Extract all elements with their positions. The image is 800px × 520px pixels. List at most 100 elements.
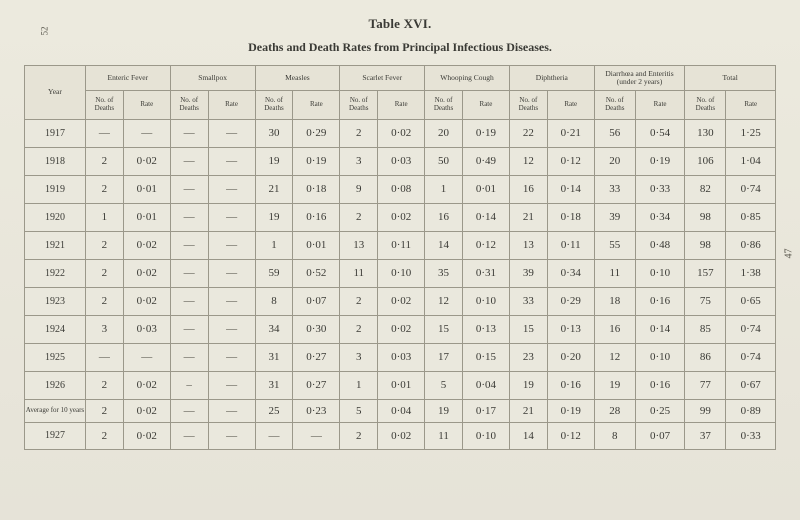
data-cell: 0·07 [293,288,340,316]
data-cell: 5 [425,372,463,400]
disease-table: Year Enteric Fever Smallpox Measles Scar… [24,65,776,450]
data-cell: 0·03 [123,316,170,344]
data-cell: 5 [340,400,378,423]
data-cell: 16 [594,316,635,344]
data-cell: 1·25 [726,120,776,148]
data-cell: 22 [509,120,547,148]
data-cell: 0·03 [378,344,425,372]
data-cell: 18 [594,288,635,316]
data-cell: 0·03 [378,148,425,176]
year-cell: 1925 [25,344,86,372]
data-cell: 31 [255,344,293,372]
year-cell: 1926 [25,372,86,400]
data-cell: 0·02 [123,400,170,423]
data-cell: 16 [509,176,547,204]
data-cell: 2 [85,260,123,288]
data-cell: 0·17 [462,400,509,423]
table-row: 1917————300·2920·02200·19220·21560·54130… [25,120,776,148]
data-cell: — [208,423,255,450]
data-cell: 0·74 [726,176,776,204]
data-cell: 2 [340,120,378,148]
data-cell: 0·20 [547,344,594,372]
header-group: Diphtheria [509,66,594,91]
data-cell: 82 [685,176,726,204]
data-cell: 0·01 [462,176,509,204]
data-cell: 0·07 [635,423,684,450]
data-cell: 1 [255,232,293,260]
data-cell: 50 [425,148,463,176]
data-cell: 13 [340,232,378,260]
table-row: Average for 10 years20·02——250·2350·0419… [25,400,776,423]
data-cell: 0·14 [462,204,509,232]
data-cell: 0·14 [635,316,684,344]
data-cell: 0·86 [726,232,776,260]
data-cell: 3 [340,344,378,372]
data-cell: 8 [255,288,293,316]
data-cell: 0·74 [726,344,776,372]
data-cell: — [123,344,170,372]
data-cell: 0·14 [547,176,594,204]
data-cell: 2 [85,372,123,400]
year-cell: 1923 [25,288,86,316]
data-cell: 0·02 [123,288,170,316]
data-cell: 2 [85,400,123,423]
data-cell: 33 [594,176,635,204]
header-group: Whooping Cough [425,66,510,91]
table-title: Table XVI. [24,16,776,32]
data-cell: — [208,316,255,344]
data-cell: — [170,260,208,288]
header-rate: Rate [462,91,509,120]
table-row: 192010·01——190·1620·02160·14210·18390·34… [25,204,776,232]
data-cell: — [208,148,255,176]
data-cell: 0·54 [635,120,684,148]
data-cell: 0·08 [378,176,425,204]
data-cell: 0·04 [378,400,425,423]
data-cell: — [170,400,208,423]
data-cell: 0·33 [635,176,684,204]
data-cell: 0·11 [547,232,594,260]
data-cell: 19 [594,372,635,400]
data-cell: 17 [425,344,463,372]
header-deaths: No. of Deaths [170,91,208,120]
data-cell: 0·01 [293,232,340,260]
header-rate: Rate [293,91,340,120]
data-cell: 0·04 [462,372,509,400]
data-cell: 0·12 [462,232,509,260]
table-row: 191920·01——210·1890·0810·01160·14330·338… [25,176,776,204]
data-cell: — [85,344,123,372]
data-cell: 16 [425,204,463,232]
data-cell: 0·19 [462,120,509,148]
data-cell: 2 [85,148,123,176]
header-group: Diarrhœa and Enteritis (under 2 years) [594,66,685,91]
data-cell: 130 [685,120,726,148]
table-subtitle: Deaths and Death Rates from Principal In… [24,40,776,55]
data-cell: 39 [509,260,547,288]
data-cell: 0·13 [462,316,509,344]
header-deaths: No. of Deaths [85,91,123,120]
data-cell: 37 [685,423,726,450]
data-cell: 0·10 [635,344,684,372]
data-cell: 11 [594,260,635,288]
data-cell: 19 [255,204,293,232]
header-rate: Rate [726,91,776,120]
data-cell: 0·19 [293,148,340,176]
data-cell: 0·16 [293,204,340,232]
data-cell: 14 [509,423,547,450]
page-number-left: 52 [40,27,50,36]
year-cell: 1921 [25,232,86,260]
data-cell: 0·12 [547,423,594,450]
data-cell: — [208,204,255,232]
data-cell: 11 [425,423,463,450]
data-cell: 1·04 [726,148,776,176]
data-cell: 0·31 [462,260,509,288]
header-rate: Rate [123,91,170,120]
data-cell: 0·19 [635,148,684,176]
data-cell: 12 [425,288,463,316]
data-cell: 0·48 [635,232,684,260]
data-cell: 2 [85,423,123,450]
data-cell: 15 [425,316,463,344]
year-cell: 1920 [25,204,86,232]
data-cell: — [208,260,255,288]
data-cell: 0·02 [378,423,425,450]
data-cell: — [170,316,208,344]
